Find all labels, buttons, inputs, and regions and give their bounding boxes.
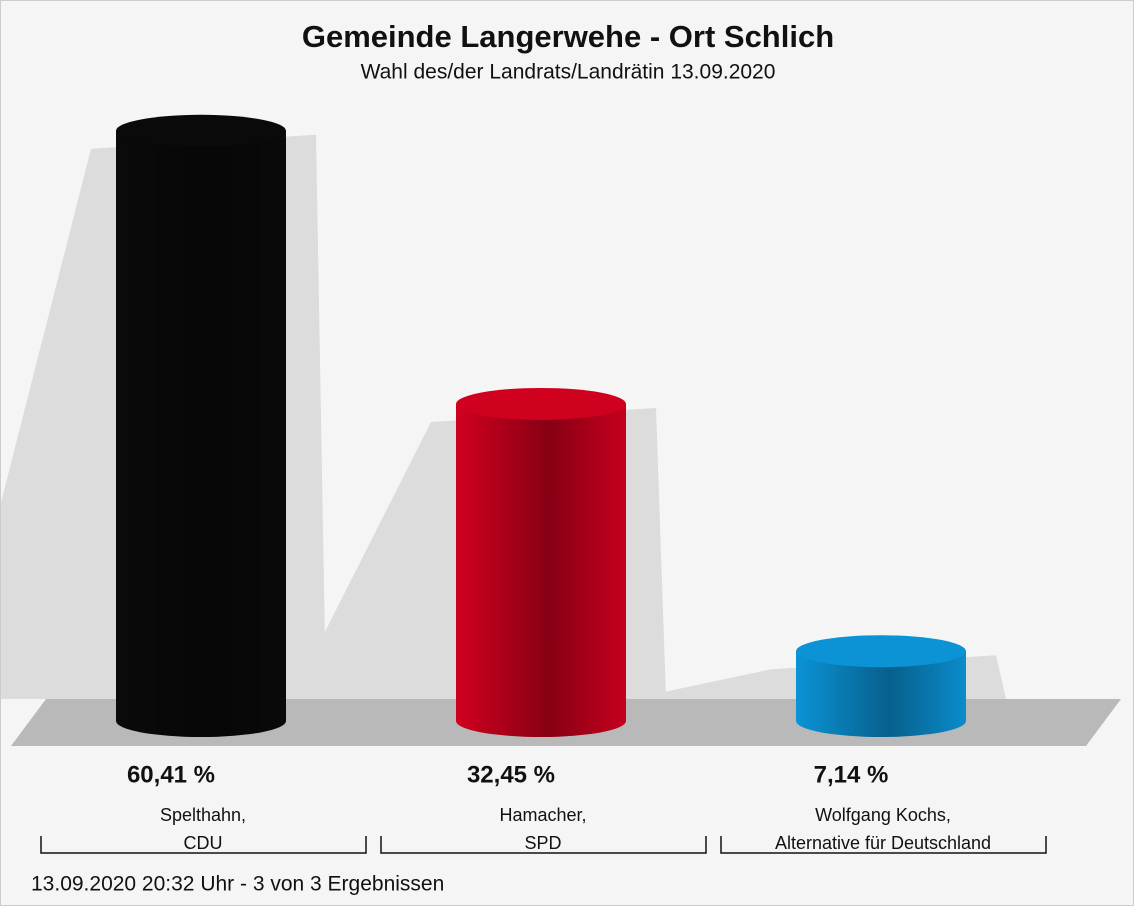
value-label: 60,41 % bbox=[127, 761, 215, 788]
bar-top bbox=[116, 114, 286, 147]
bar bbox=[796, 635, 966, 737]
category-bracket bbox=[40, 836, 367, 854]
bar-shade bbox=[796, 651, 966, 737]
bar-shade bbox=[116, 130, 286, 737]
bar-top bbox=[456, 387, 626, 420]
category-bracket bbox=[720, 836, 1047, 854]
category-bracket bbox=[380, 836, 707, 854]
value-label: 32,45 % bbox=[467, 761, 555, 788]
bar bbox=[116, 114, 286, 737]
category-label: Hamacher, SPD bbox=[499, 805, 587, 853]
category-label: Wolfgang Kochs, Alternative für Deutschl… bbox=[774, 805, 992, 853]
footer: 13.09.2020 20:32 Uhr - 3 von 3 Ergebniss… bbox=[31, 873, 444, 896]
chart-title: Gemeinde Langerwehe - Ort Schlich bbox=[302, 19, 834, 54]
value-label: 7,14 % bbox=[814, 761, 889, 788]
bars bbox=[116, 114, 966, 737]
category-label: Spelthahn, CDU bbox=[159, 805, 247, 853]
bar-top bbox=[796, 635, 966, 668]
bar-shade bbox=[456, 403, 626, 737]
chart-subtitle: Wahl des/der Landrats/Landrätin 13.09.20… bbox=[361, 61, 776, 84]
bar bbox=[456, 387, 626, 737]
